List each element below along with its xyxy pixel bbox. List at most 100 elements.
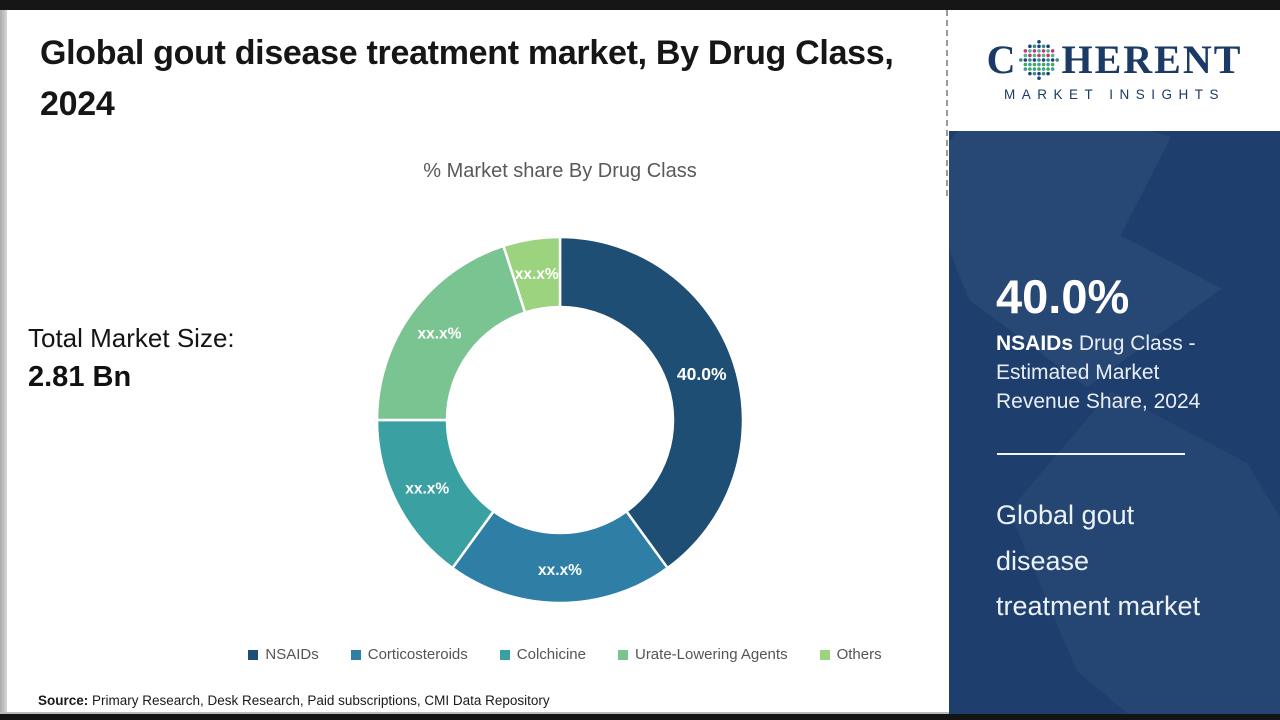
globe-dot [1055,58,1060,62]
globe-dot [1046,62,1051,67]
globe-dot [1046,58,1051,62]
bottom-border-bar [0,714,1280,720]
sidebar-stat-description: NSAIDs Drug Class - Estimated Market Rev… [996,329,1234,416]
legend-item-nsaids: NSAIDs [248,646,319,663]
legend-label: Urate-Lowering Agents [634,646,788,663]
globe-dot [1037,58,1042,62]
logo-tagline: MARKET INSIGHTS [1003,87,1226,102]
legend-label: NSAIDs [265,646,319,663]
globe-dot [1028,44,1033,49]
legend-item-others: Others [819,646,882,663]
globe-dot [1037,49,1042,53]
legend-label: Others [836,646,882,663]
source-line: Source: Primary Research, Desk Research,… [38,693,550,708]
left-border-strip [0,10,7,713]
donut-segment-nsaids [558,235,745,570]
globe-dot [1024,62,1028,67]
globe-dot [1028,62,1033,67]
sidebar-heading: Global gout disease treatment market [996,500,1201,621]
donut-chart-svg: 40.0% xx.x% xx.x% xx.x% xx.x% [375,235,745,605]
globe-dot [1028,53,1033,58]
legend-swatch-corticosteroids [350,649,361,660]
globe-dot [1033,67,1037,71]
logo-globe-icon [1019,40,1060,80]
sidebar-stat-value: 40.0% [996,270,1130,323]
legend-item-corticosteroids: Corticosteroids [350,646,468,663]
globe-dot [1028,49,1033,53]
globe-dot [1051,49,1055,53]
globe-dot [1042,71,1046,76]
logo-text-start: C [986,37,1018,82]
globe-dot [1042,44,1046,49]
globe-dot [1037,71,1042,76]
globe-dot [1042,67,1046,71]
stat-desc-rest: Drug Class - Estimated Market Revenue Sh… [996,332,1201,413]
slice-label-corticosteroids: xx.x% [538,562,582,579]
globe-dot [1046,53,1051,58]
legend-swatch-nsaids [248,649,259,660]
globe-dot [1033,53,1037,58]
chart-legend: NSAIDs Corticosteroids Colchicine Urate-Low… [190,646,940,663]
donut-chart: 40.0% xx.x% xx.x% xx.x% xx.x% [340,200,780,640]
globe-dot [1028,58,1033,62]
globe-dot [1033,58,1037,62]
globe-dot [1033,62,1037,67]
stat-desc-bold: NSAIDs [996,332,1074,355]
slice-label-others: xx.x% [515,266,559,283]
legend-swatch-colchicine [499,649,510,660]
coherent-logo: C HERENT [987,39,1243,81]
globe-dot [1051,58,1055,62]
source-text: Primary Research, Desk Research, Paid su… [88,693,550,708]
globe-dot [1037,76,1042,80]
slice-label-nsaids: 40.0% [677,364,727,384]
globe-dot [1024,58,1028,62]
dashed-divider-line [946,10,948,196]
globe-dot [1037,40,1042,44]
globe-dot [1046,67,1051,71]
globe-dot [1033,71,1037,76]
page-title: Global gout disease treatment market, By… [40,34,894,123]
globe-dot [1019,58,1024,62]
donut-segment-others [502,235,562,314]
chart-subtitle: % Market share By Drug Class [423,160,697,182]
globe-dot [1028,67,1033,71]
globe-dot [1042,53,1046,58]
globe-dot [1037,67,1042,71]
legend-swatch-others [819,649,830,660]
globe-dot [1024,67,1028,71]
globe-dot [1042,58,1046,62]
legend-swatch-urate-lowering-agents [617,649,628,660]
bottom-hairline [0,712,949,714]
top-border-bar [0,0,1280,10]
globe-dot [1046,44,1051,49]
globe-dot [1033,44,1037,49]
globe-dot [1037,62,1042,67]
legend-label: Colchicine [516,646,586,663]
total-market-block: Total Market Size: 2.81 Bn [28,323,235,394]
globe-dot [1051,53,1055,58]
globe-dot [1028,71,1033,76]
slice-label-colchicine: xx.x% [405,481,449,498]
globe-dot [1051,67,1055,71]
legend-item-urate-lowering-agents: Urate-Lowering Agents [617,646,788,663]
logo-area: C HERENT MARKET INSIGHTS [949,10,1280,131]
logo-text-end: HERENT [1061,37,1243,82]
globe-dot [1051,62,1055,67]
globe-dot [1037,44,1042,49]
globe-dot [1033,49,1037,53]
sidebar-panel: 40.0% NSAIDs Drug Class - Estimated Mark… [949,131,1280,720]
globe-dot [1042,62,1046,67]
legend-label: Corticosteroids [367,646,468,663]
slice-label-urate-lowering-agents: xx.x% [417,325,461,342]
globe-dot [1042,49,1046,53]
sidebar-divider-line [997,453,1185,455]
globe-dot [1046,71,1051,76]
globe-dot [1046,49,1051,53]
globe-dot [1024,53,1028,58]
total-market-label: Total Market Size: [28,323,235,353]
source-prefix: Source: [38,693,89,708]
total-market-value: 2.81 Bn [28,361,132,393]
legend-item-colchicine: Colchicine [499,646,586,663]
globe-dot [1024,49,1028,53]
